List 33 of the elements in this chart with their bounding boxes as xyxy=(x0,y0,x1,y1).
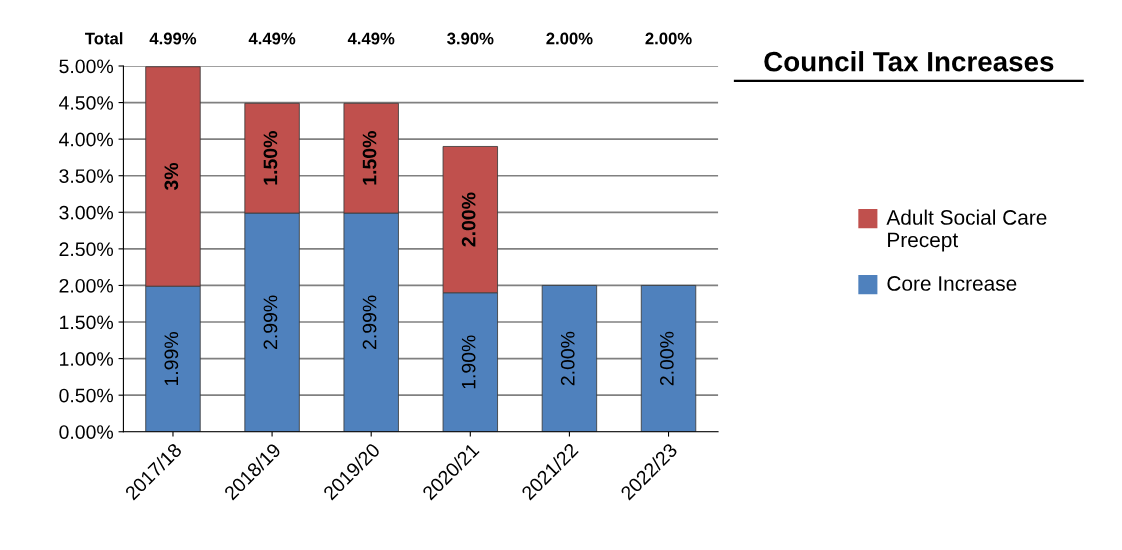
y-tick-label: 4.00% xyxy=(59,132,114,147)
data-label: 2.00% xyxy=(560,331,575,386)
bar xyxy=(640,285,697,432)
data-label: 2.99% xyxy=(263,295,278,349)
y-tick-label: 3.00% xyxy=(59,205,114,220)
data-label: 2.00% xyxy=(659,331,674,386)
text: 3.90% xyxy=(447,32,494,45)
data-label: 1.90% xyxy=(461,335,476,389)
data-label: 2.99% xyxy=(362,295,377,349)
data-label: 1.99% xyxy=(164,332,179,386)
y-tick-label: 4.50% xyxy=(59,96,114,110)
bar xyxy=(541,285,598,432)
legend-label: Adult Social Care Precept xyxy=(886,209,1047,252)
y-tick-label: 0.00% xyxy=(59,425,114,439)
text: Total xyxy=(85,32,123,45)
data-label: 2.00% xyxy=(461,192,476,247)
text: 2.00% xyxy=(546,32,593,45)
y-tick-label: 3.50% xyxy=(59,169,114,183)
y-tick-label: 0.50% xyxy=(59,388,114,403)
data-label: 1.50% xyxy=(263,131,278,185)
y-tick-label: 1.00% xyxy=(60,352,114,366)
legend-label: Core Increase xyxy=(887,276,1017,291)
text: 4.99% xyxy=(149,32,197,45)
y-tick-label: 2.50% xyxy=(59,242,114,257)
text: 4.49% xyxy=(347,32,395,45)
data-label: 1.50% xyxy=(362,131,377,185)
y-tick-label: 2.00% xyxy=(59,278,114,293)
y-tick-label: 1.50% xyxy=(60,315,114,330)
text: 4.49% xyxy=(248,32,296,45)
y-tick-label: 5.00% xyxy=(59,59,114,74)
text: 2.00% xyxy=(645,32,692,45)
data-label: 3% xyxy=(164,162,179,191)
text: Council Tax Increases xyxy=(764,51,1054,72)
